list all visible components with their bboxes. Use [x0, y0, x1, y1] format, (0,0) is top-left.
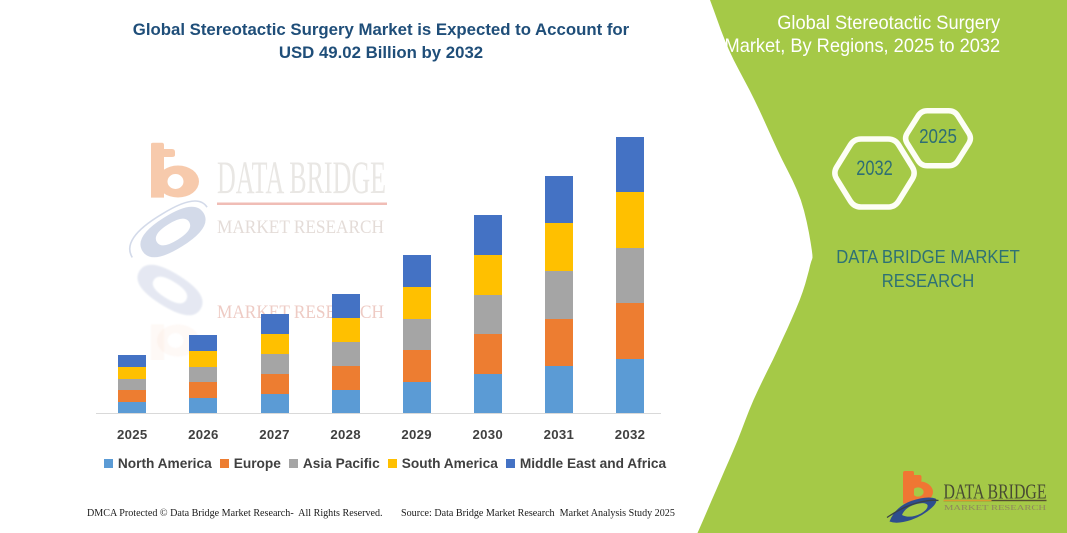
svg-text:MARKET RESEARCH: MARKET RESEARCH	[217, 217, 384, 238]
svg-text:MARKET RESEARCH: MARKET RESEARCH	[944, 505, 1046, 512]
svg-text:DATA BRIDGE: DATA BRIDGE	[217, 152, 386, 204]
svg-text:DATA BRIDGE: DATA BRIDGE	[944, 480, 1047, 504]
